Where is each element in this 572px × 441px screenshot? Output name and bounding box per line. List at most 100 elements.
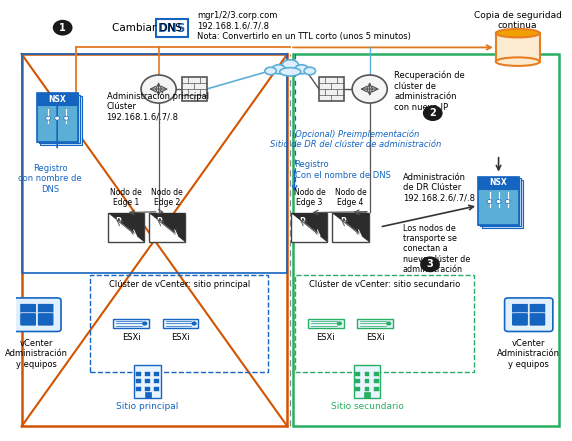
- FancyBboxPatch shape: [37, 303, 54, 317]
- FancyBboxPatch shape: [162, 319, 198, 328]
- Text: Recuperación de
clúster de
administración
con nueva IP: Recuperación de clúster de administració…: [394, 71, 465, 112]
- Text: 2: 2: [430, 108, 436, 118]
- Text: 3: 3: [427, 259, 434, 269]
- FancyBboxPatch shape: [182, 77, 206, 101]
- FancyBboxPatch shape: [480, 178, 521, 226]
- FancyBboxPatch shape: [355, 371, 360, 376]
- FancyBboxPatch shape: [41, 97, 82, 145]
- FancyBboxPatch shape: [108, 213, 144, 242]
- Text: Nodo de
Edge 4: Nodo de Edge 4: [335, 188, 367, 207]
- FancyBboxPatch shape: [291, 213, 328, 242]
- FancyBboxPatch shape: [145, 392, 150, 398]
- FancyBboxPatch shape: [478, 177, 519, 189]
- Circle shape: [53, 20, 73, 36]
- Text: Registro
con nombre de
DNS: Registro con nombre de DNS: [18, 164, 82, 194]
- Text: ESXi: ESXi: [316, 333, 335, 342]
- FancyBboxPatch shape: [156, 19, 188, 37]
- FancyBboxPatch shape: [136, 387, 141, 391]
- FancyBboxPatch shape: [154, 379, 159, 383]
- Text: vCenter
Administración
y equipos: vCenter Administración y equipos: [497, 339, 560, 369]
- Polygon shape: [149, 213, 185, 242]
- Text: Sitio secundario: Sitio secundario: [331, 402, 403, 411]
- Circle shape: [142, 321, 148, 325]
- Text: (Opcional) Preimplementación
Sitio de DR del clúster de administración: (Opcional) Preimplementación Sitio de DR…: [271, 130, 442, 149]
- FancyBboxPatch shape: [529, 313, 546, 326]
- Text: P: P: [299, 217, 305, 226]
- Circle shape: [337, 321, 342, 325]
- FancyBboxPatch shape: [354, 365, 380, 398]
- FancyBboxPatch shape: [113, 319, 149, 328]
- FancyBboxPatch shape: [358, 319, 393, 328]
- Text: V: V: [130, 228, 136, 237]
- Text: Registro
Con el nombre de DNS: Registro Con el nombre de DNS: [295, 161, 391, 180]
- FancyBboxPatch shape: [149, 213, 185, 242]
- Text: ESXi: ESXi: [366, 333, 384, 342]
- Text: Nodo de
Edge 2: Nodo de Edge 2: [151, 188, 182, 207]
- FancyBboxPatch shape: [37, 313, 54, 326]
- FancyBboxPatch shape: [374, 387, 379, 391]
- FancyBboxPatch shape: [145, 379, 150, 383]
- Text: Copia de seguridad
continua: Copia de seguridad continua: [474, 11, 562, 30]
- Circle shape: [505, 199, 510, 203]
- FancyBboxPatch shape: [308, 319, 344, 328]
- Text: P: P: [115, 217, 121, 226]
- FancyBboxPatch shape: [505, 298, 553, 332]
- FancyBboxPatch shape: [37, 93, 78, 142]
- FancyBboxPatch shape: [355, 387, 360, 391]
- Text: P: P: [340, 217, 346, 226]
- Circle shape: [352, 75, 387, 103]
- Circle shape: [420, 256, 440, 272]
- FancyBboxPatch shape: [136, 371, 141, 376]
- Ellipse shape: [496, 57, 539, 66]
- Text: Administración principal
Clúster
192.168.1.6/.7/.8: Administración principal Clúster 192.168…: [106, 91, 209, 122]
- FancyBboxPatch shape: [332, 213, 368, 242]
- Polygon shape: [108, 213, 144, 242]
- FancyBboxPatch shape: [136, 379, 141, 383]
- Ellipse shape: [272, 65, 285, 74]
- FancyBboxPatch shape: [154, 371, 159, 376]
- FancyBboxPatch shape: [364, 379, 370, 383]
- Ellipse shape: [304, 67, 316, 75]
- Polygon shape: [332, 213, 368, 242]
- FancyBboxPatch shape: [37, 93, 78, 105]
- Circle shape: [55, 116, 59, 120]
- FancyBboxPatch shape: [134, 365, 161, 398]
- FancyBboxPatch shape: [13, 298, 61, 332]
- FancyBboxPatch shape: [319, 77, 344, 101]
- Ellipse shape: [282, 60, 299, 71]
- Text: Cambiar DNS: Cambiar DNS: [112, 23, 182, 33]
- FancyBboxPatch shape: [364, 371, 370, 376]
- FancyBboxPatch shape: [482, 180, 523, 228]
- Ellipse shape: [496, 29, 539, 37]
- FancyBboxPatch shape: [529, 303, 546, 317]
- FancyBboxPatch shape: [478, 177, 519, 225]
- FancyBboxPatch shape: [496, 33, 539, 62]
- Text: ESXi: ESXi: [122, 333, 141, 342]
- Circle shape: [487, 199, 492, 203]
- FancyBboxPatch shape: [37, 93, 78, 142]
- FancyBboxPatch shape: [145, 371, 150, 376]
- Circle shape: [386, 321, 391, 325]
- Polygon shape: [291, 213, 328, 242]
- Text: Nodo de
Edge 3: Nodo de Edge 3: [293, 188, 325, 207]
- FancyBboxPatch shape: [355, 379, 360, 383]
- FancyBboxPatch shape: [145, 387, 150, 391]
- FancyBboxPatch shape: [511, 303, 529, 317]
- Text: P: P: [156, 217, 162, 226]
- FancyBboxPatch shape: [20, 303, 37, 317]
- Text: vCenter
Administración
y equipos: vCenter Administración y equipos: [5, 339, 69, 369]
- FancyBboxPatch shape: [374, 379, 379, 383]
- FancyBboxPatch shape: [511, 313, 529, 326]
- FancyBboxPatch shape: [154, 387, 159, 391]
- Circle shape: [423, 105, 443, 121]
- Text: 1: 1: [59, 22, 66, 33]
- Circle shape: [192, 321, 197, 325]
- Text: V: V: [355, 228, 361, 237]
- Text: Clúster de vCenter: sitio secundario: Clúster de vCenter: sitio secundario: [309, 280, 460, 289]
- FancyBboxPatch shape: [478, 177, 519, 225]
- Text: Sitio principal: Sitio principal: [117, 402, 179, 411]
- FancyBboxPatch shape: [364, 392, 370, 398]
- FancyBboxPatch shape: [20, 313, 37, 326]
- Text: ESXi: ESXi: [171, 333, 190, 342]
- FancyBboxPatch shape: [364, 387, 370, 391]
